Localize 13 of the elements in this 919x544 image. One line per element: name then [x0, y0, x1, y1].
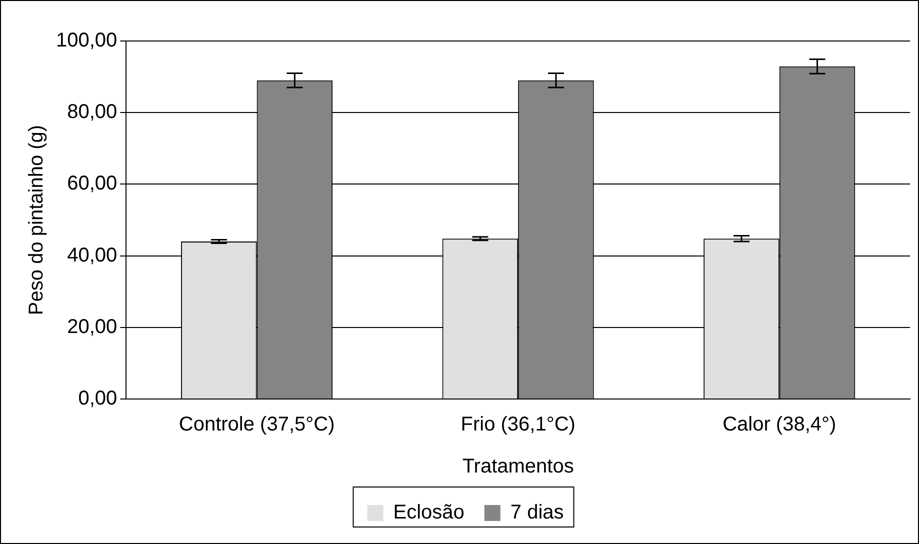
y-tick-label: 100,00	[56, 30, 118, 52]
x-axis-title: Tratamentos	[462, 456, 574, 478]
y-tick-label: 60,00	[67, 172, 118, 195]
y-tick-label: 20,00	[67, 316, 118, 338]
y-tick-label: 80,00	[67, 101, 118, 124]
legend-label: Eclosão	[393, 502, 464, 524]
x-tick-label: Controle (37,5°C)	[178, 414, 335, 436]
y-tick-label: 0,00	[78, 388, 118, 410]
legend-label: 7 dias	[510, 502, 564, 524]
y-axis-title: Peso do pintainho (g)	[26, 124, 48, 316]
y-tick-label: 40,00	[67, 244, 118, 266]
x-tick-label: Frio (36,1°C)	[460, 414, 576, 436]
x-tick-label: Calor (38,4°)	[722, 414, 836, 436]
